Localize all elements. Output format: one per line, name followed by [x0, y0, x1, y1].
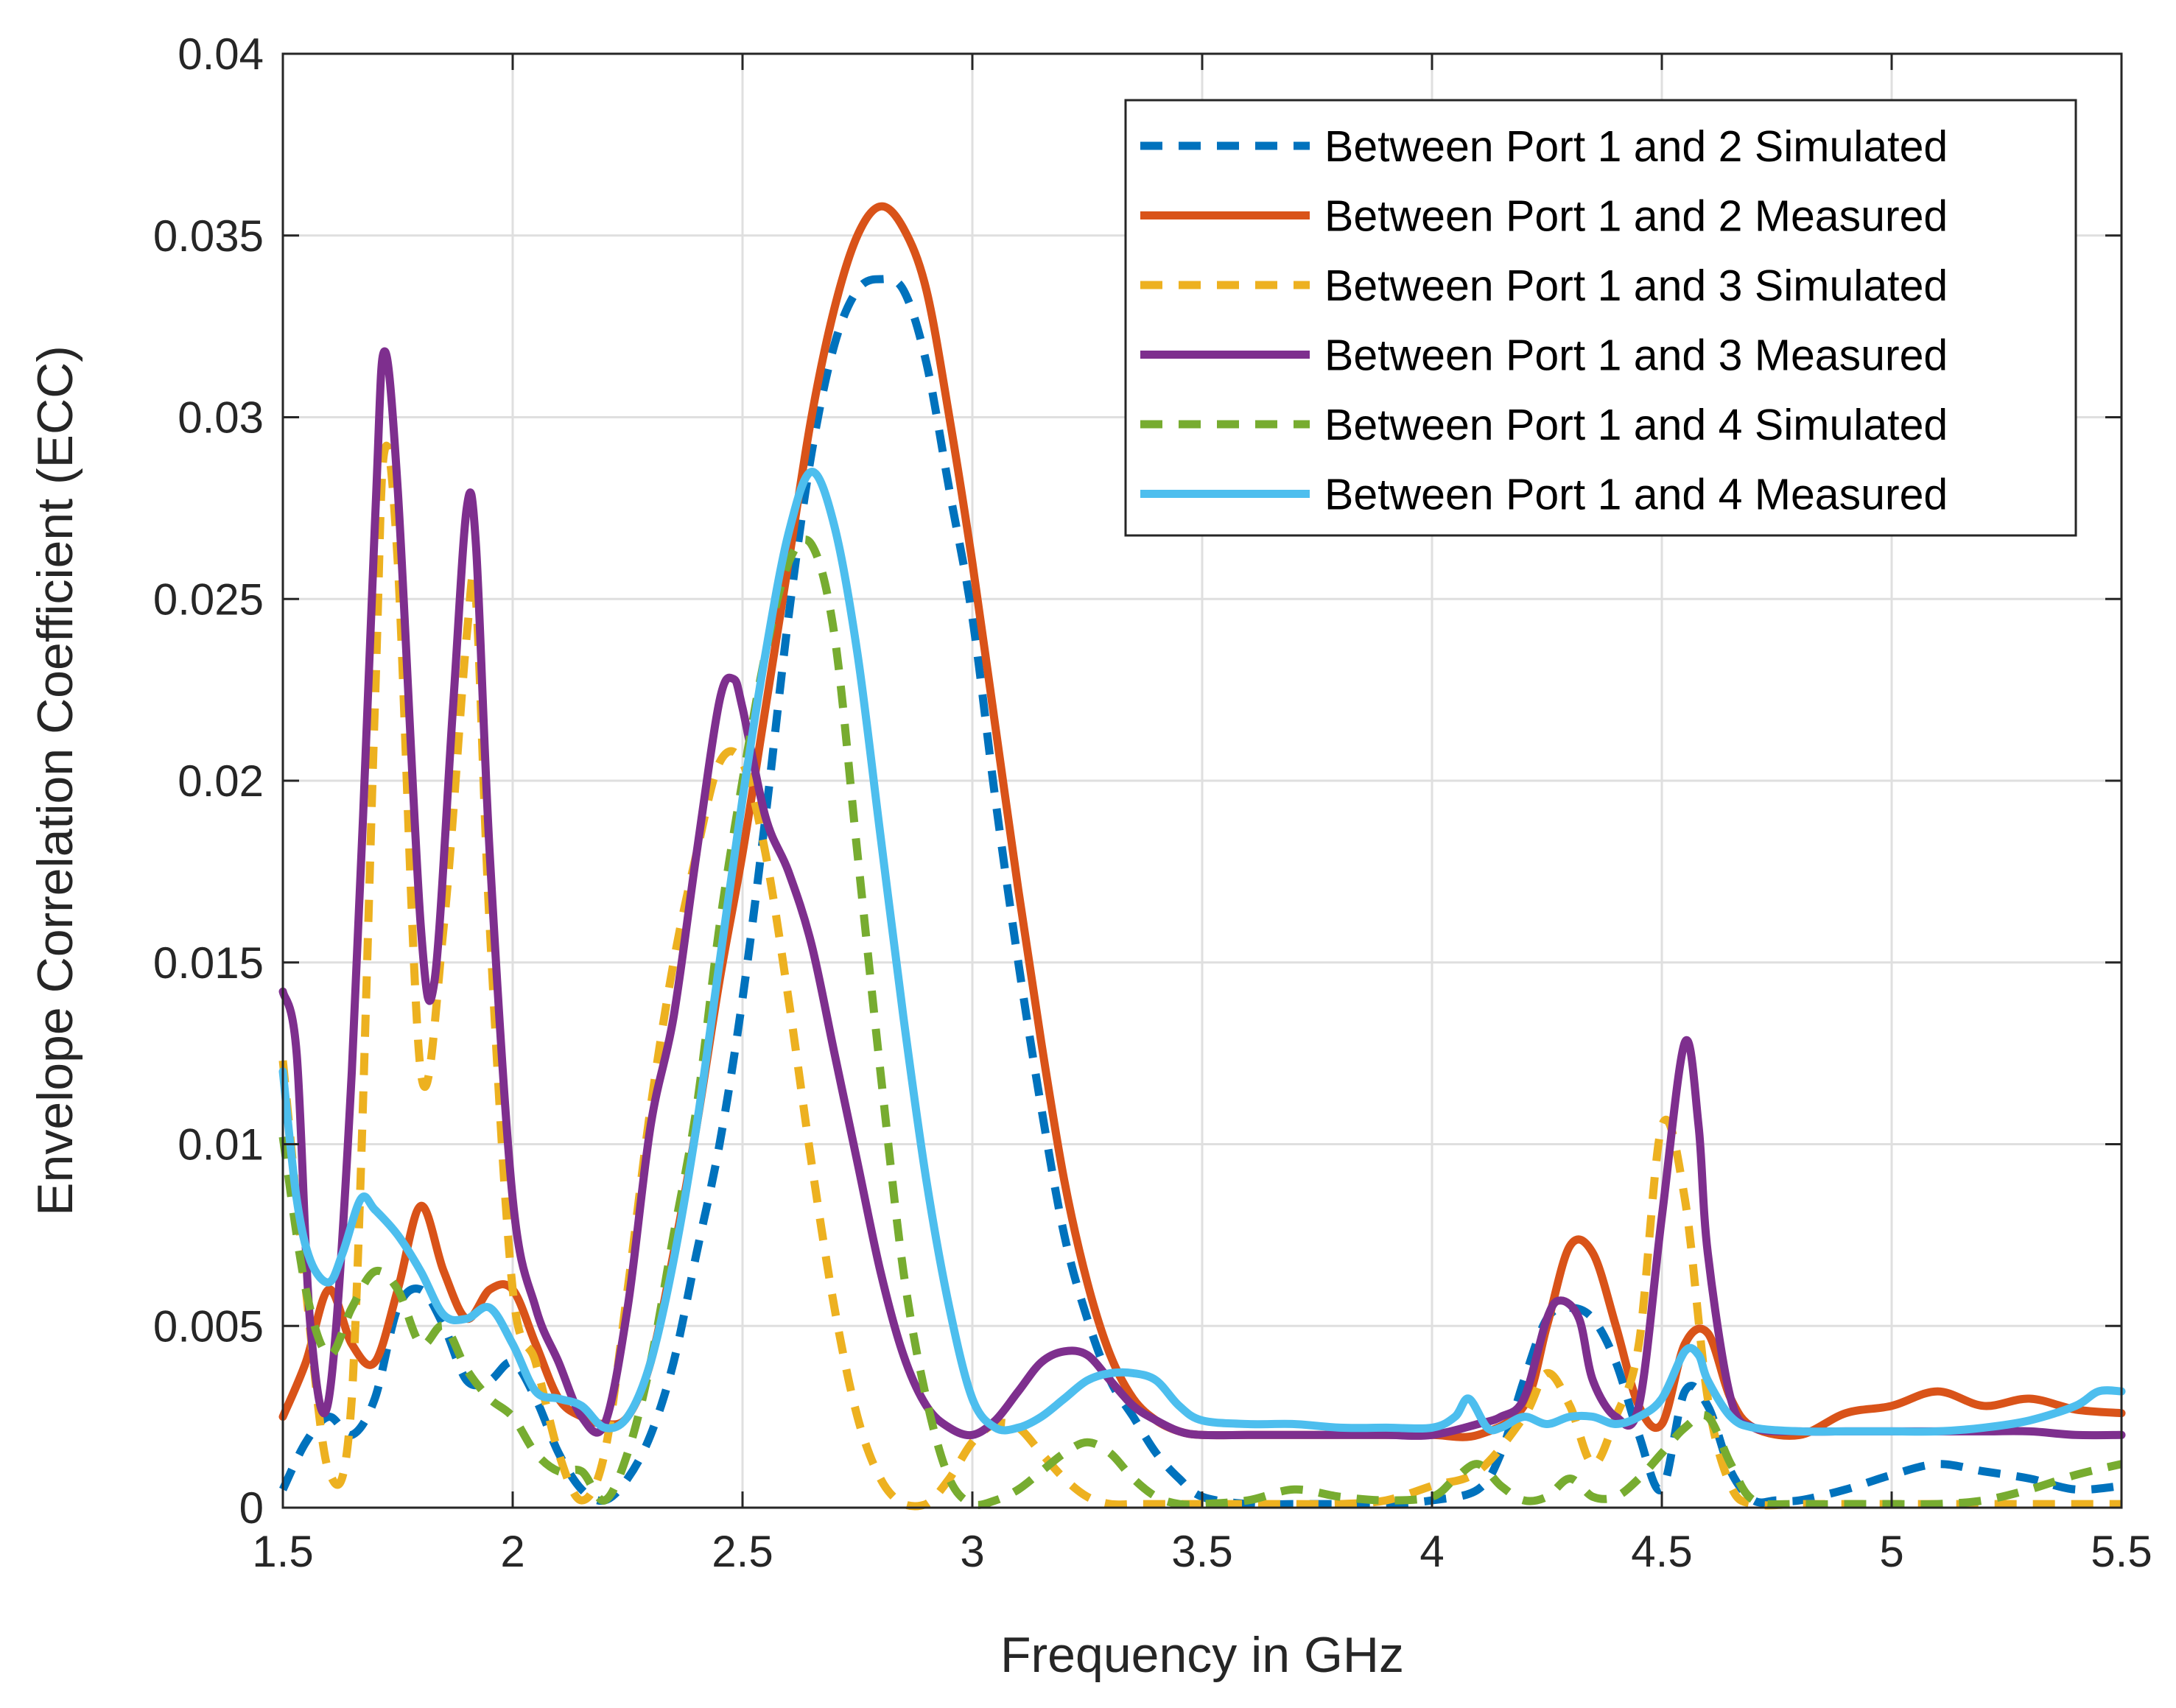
x-tick-label: 4.5 [1631, 1527, 1692, 1576]
x-tick-label: 2 [500, 1527, 524, 1576]
legend-entry: Between Port 1 and 4 Simulated [1324, 401, 1948, 449]
series-lines [278, 202, 2126, 1511]
legend-entry: Between Port 1 and 2 Simulated [1324, 122, 1948, 171]
y-tick-label: 0.025 [153, 574, 264, 624]
y-tick-label: 0.02 [178, 756, 264, 806]
y-tick-label: 0 [239, 1483, 264, 1533]
x-tick-label: 5 [1879, 1527, 1903, 1576]
y-tick-label: 0.005 [153, 1301, 264, 1351]
y-tick-label: 0.03 [178, 393, 264, 443]
y-tick-label: 0.04 [178, 29, 264, 79]
x-tick-label: 5.5 [2091, 1527, 2152, 1576]
series-line-6 [278, 468, 2126, 1436]
x-axis-label: Frequency in GHz [1000, 1627, 1404, 1683]
y-tick-label: 0.015 [153, 938, 264, 988]
legend-entry: Between Port 1 and 3 Simulated [1324, 261, 1948, 310]
legend-entry: Between Port 1 and 4 Measured [1324, 471, 1948, 519]
ticks: 1.5 2 2.5 3 3.5 4 4.5 5 5.5 0 0.005 0.01 0.015 0.02 0.… [153, 29, 2152, 1576]
y-tick-label: 0.01 [178, 1120, 264, 1170]
series-line-2 [278, 202, 2126, 1441]
x-tick-label: 2.5 [712, 1527, 773, 1576]
y-tick-label: 0.035 [153, 211, 264, 261]
series-line-5 [278, 535, 2123, 1509]
legend-entry: Between Port 1 and 3 Measured [1324, 331, 1948, 380]
legend: Between Port 1 and 2 Simulated Between Po… [1124, 99, 2077, 537]
x-tick-label: 4 [1419, 1527, 1444, 1576]
y-axis-label: Envelope Correlation Coefficient (ECC) [27, 345, 83, 1216]
x-tick-label: 3 [960, 1527, 984, 1576]
x-tick-label: 3.5 [1171, 1527, 1232, 1576]
series-line-1 [279, 275, 2122, 1509]
legend-box [1124, 99, 2077, 537]
x-tick-label: 1.5 [252, 1527, 313, 1576]
series-line-4 [278, 347, 2126, 1440]
legend-entry: Between Port 1 and 2 Measured [1324, 192, 1948, 241]
